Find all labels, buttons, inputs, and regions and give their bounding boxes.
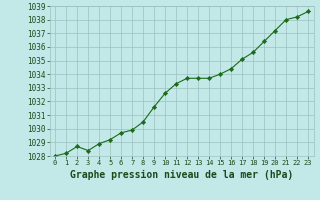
X-axis label: Graphe pression niveau de la mer (hPa): Graphe pression niveau de la mer (hPa) bbox=[70, 170, 293, 180]
